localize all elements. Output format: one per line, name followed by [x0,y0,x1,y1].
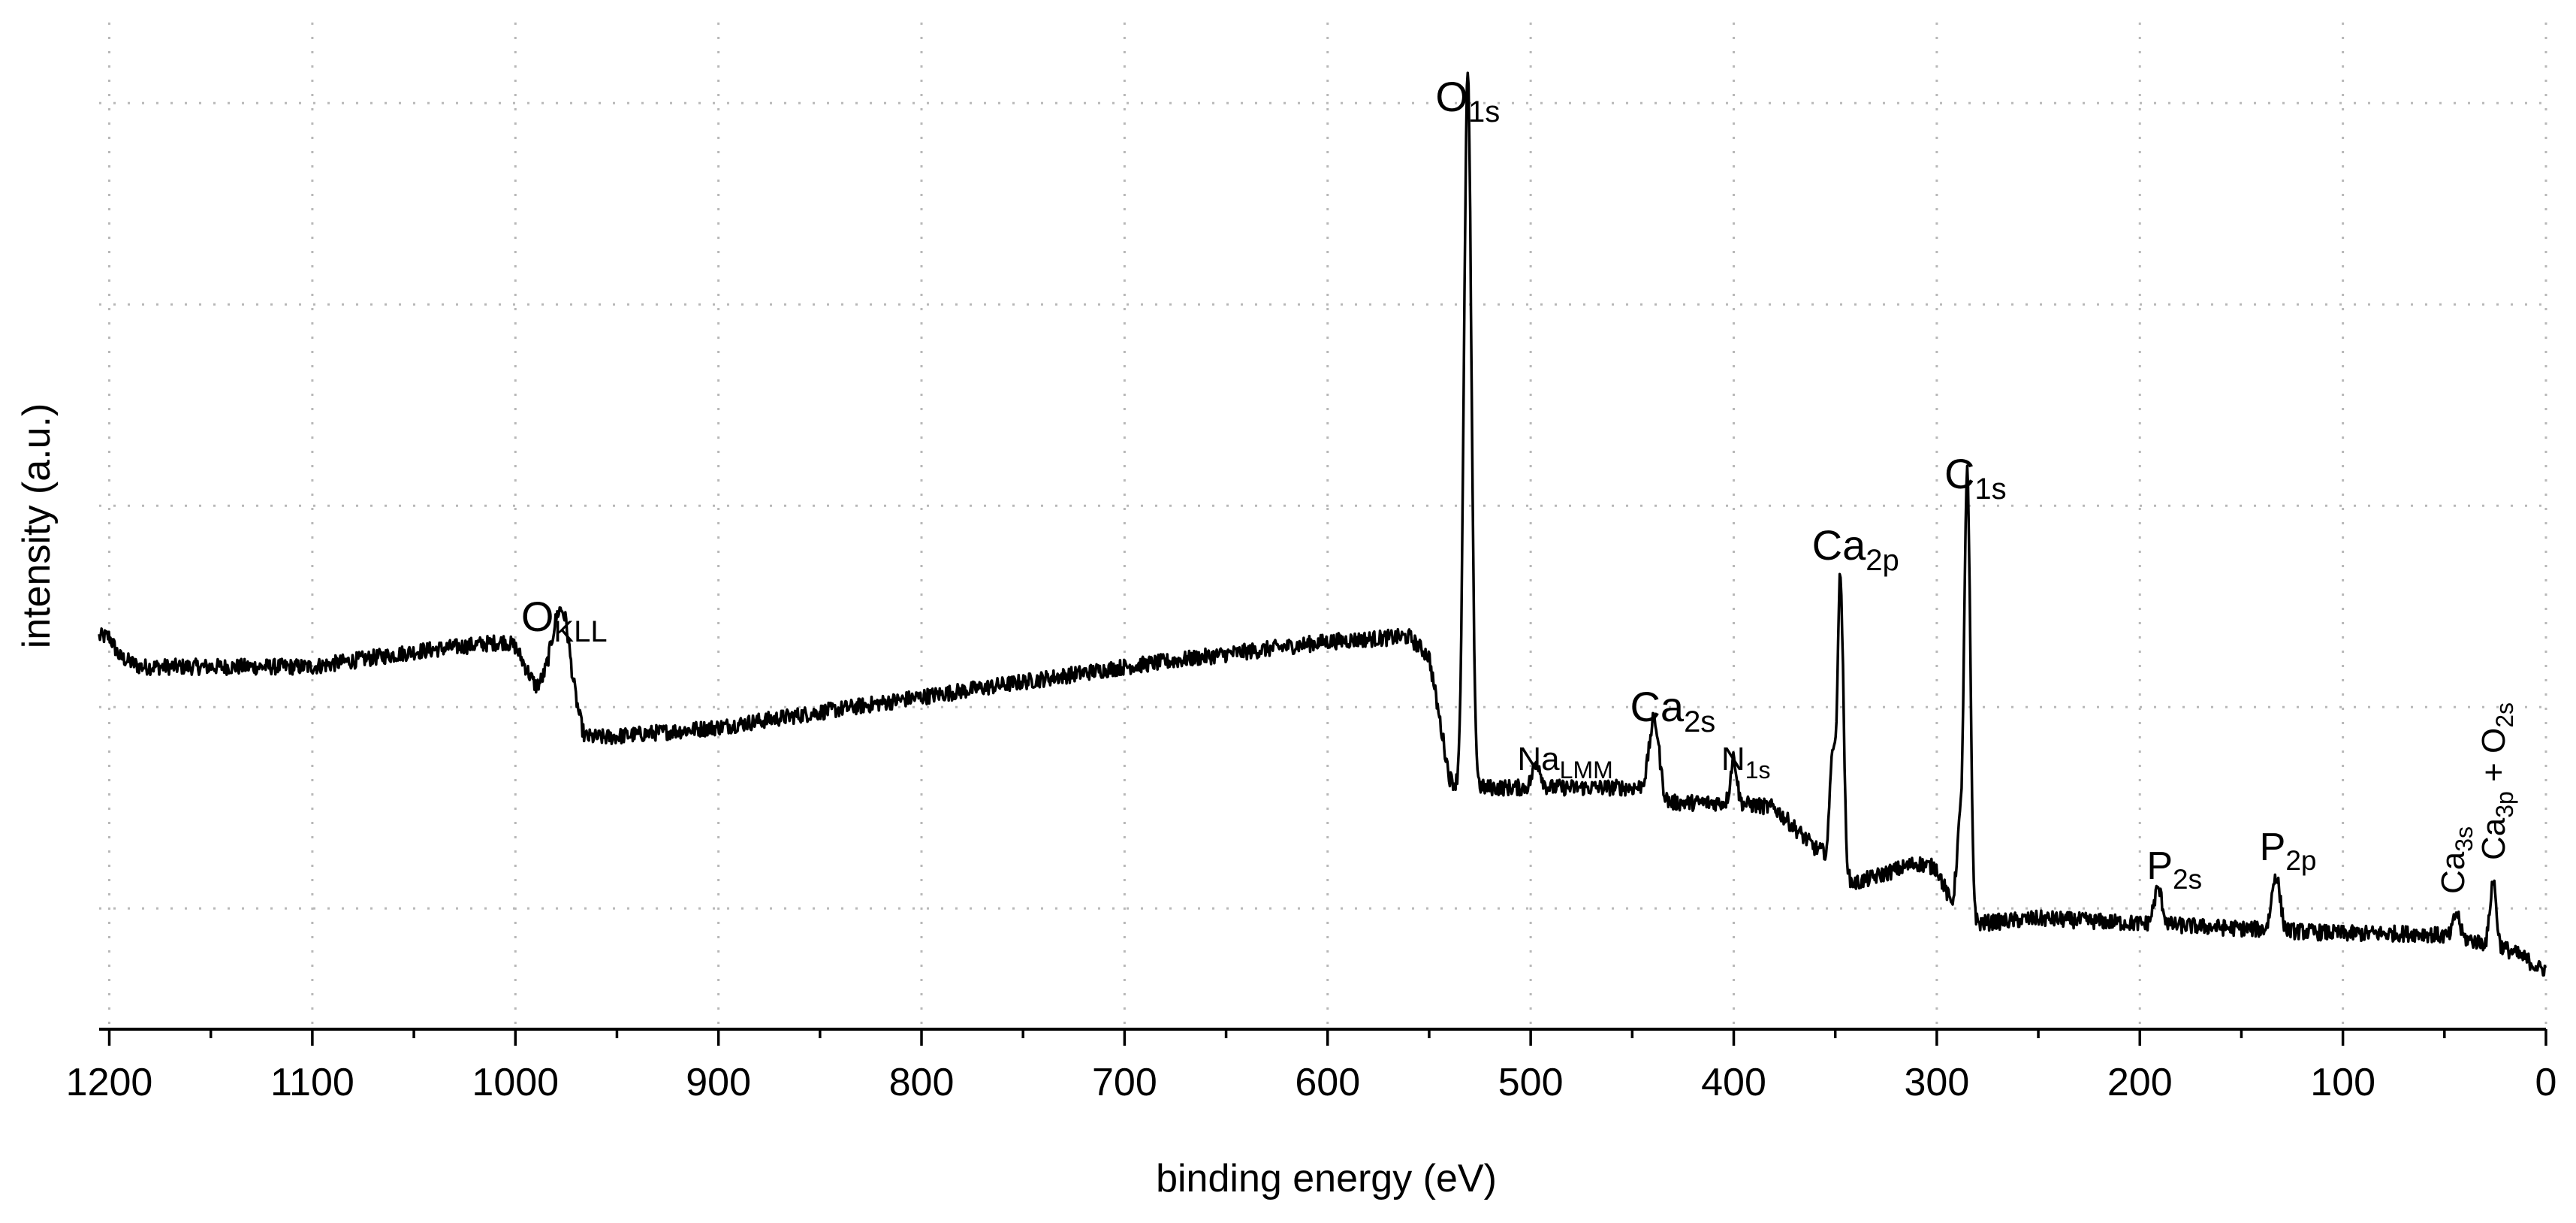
peak-label-subscript: 1s [1745,756,1771,784]
peak-label-subscript: 2s [2491,702,2518,728]
peak-label-o1s: O1s [1435,73,1500,128]
peak-label-subscript: 2p [2285,845,2316,876]
x-tick-label: 1200 [66,1061,153,1104]
peak-label-c1s: C1s [1944,450,2007,506]
peak-label-element: O [1435,73,1468,120]
x-tick-label: 600 [1295,1061,1360,1104]
peak-label-p2s: P2s [2146,844,2202,895]
x-tick-label: 400 [1701,1061,1766,1104]
peak-label-ca3p: Ca3p + O2s [2475,702,2518,860]
peak-label-okll: OKLL [521,593,608,648]
peak-label-element: Ca [1812,521,1866,569]
peak-label-nalmm: NaLMM [1517,741,1612,784]
y-axis-title: intensity (a.u.) [15,403,59,649]
x-tick-label: 1000 [472,1061,559,1104]
peak-label-element: N [1721,741,1745,778]
peak-label-element: C [1944,450,1974,497]
peak-label-subscript: 2p [1866,544,1899,577]
peak-label-subscript: KLL [554,615,607,648]
peak-label-ca3s: Ca3s [2435,826,2478,894]
x-axis-ticks [107,1029,2547,1046]
peak-label-element: P [2260,826,2286,869]
peak-label-subscript: 3s [2451,826,2478,852]
peak-label-subscript: 2s [1684,705,1715,738]
x-tick-label: 1100 [270,1061,354,1104]
peak-label-element: P [2146,844,2173,888]
peak-label-subscript: 3p [2491,791,2518,818]
x-tick-label: 500 [1498,1061,1564,1104]
peak-label-element: O [521,593,554,640]
x-axis-tick-labels: 1200 1100 1000 900 800 700 600 500 400 300 200 100 0 [66,1061,2557,1104]
x-tick-label: 100 [2310,1061,2375,1104]
peak-label-n1s: N1s [1721,741,1771,784]
x-tick-label: 300 [1904,1061,1969,1104]
peak-label-element: Ca [2475,817,2512,860]
x-tick-label: 0 [2535,1061,2557,1104]
peak-label-element: Na [1517,741,1560,778]
x-tick-label: 800 [889,1061,955,1104]
peak-label-ca2s: Ca2s [1630,683,1715,738]
peak-label-ca2p: Ca2p [1812,521,1899,577]
peak-label-p2p: P2p [2260,826,2317,876]
peak-label-subscript: 1s [1974,473,2006,506]
x-axis-title: binding energy (eV) [1156,1157,1497,1200]
peak-label-subscript: 1s [1468,95,1500,128]
peak-label-subscript: LMM [1560,756,1613,784]
x-tick-label: 200 [2107,1061,2173,1104]
peak-label-element: Ca [2435,851,2472,894]
peak-label-subscript: 2s [2173,864,2202,895]
peak-label-element: Ca [1630,683,1684,730]
series-line-xps-survey [98,71,2547,977]
x-tick-label: 700 [1092,1061,1157,1104]
x-tick-label: 900 [686,1061,751,1104]
peak-label-tail: + O [2475,728,2512,791]
